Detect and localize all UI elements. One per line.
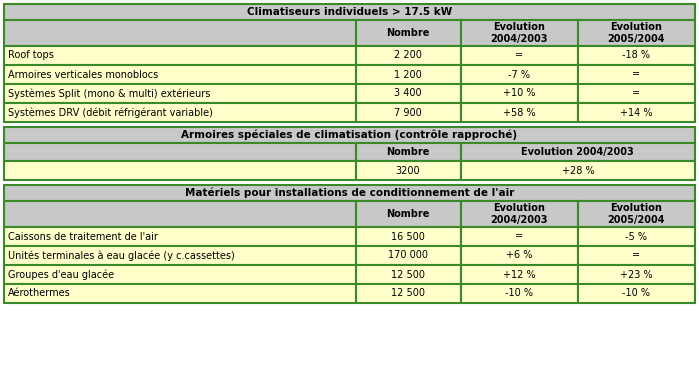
Bar <box>578 246 695 265</box>
Text: =: = <box>515 231 524 241</box>
Bar <box>578 265 695 284</box>
Text: 3 400: 3 400 <box>394 89 422 99</box>
Bar <box>4 103 356 122</box>
Bar <box>4 46 356 65</box>
Bar <box>461 284 578 303</box>
Bar <box>461 143 695 161</box>
Text: -5 %: -5 % <box>626 231 647 241</box>
Bar <box>356 201 461 227</box>
Bar <box>578 46 695 65</box>
Bar <box>356 265 461 284</box>
Text: +23 %: +23 % <box>620 269 653 279</box>
Bar <box>356 161 461 180</box>
Bar <box>461 20 578 46</box>
Text: Evolution 2004/2003: Evolution 2004/2003 <box>521 147 634 157</box>
Bar <box>461 201 578 227</box>
Bar <box>356 84 461 103</box>
Bar <box>461 227 578 246</box>
Bar <box>356 103 461 122</box>
Text: Groupes d'eau glacée: Groupes d'eau glacée <box>8 269 114 280</box>
Bar <box>4 185 695 201</box>
Text: Systèmes Split (mono & multi) extérieurs: Systèmes Split (mono & multi) extérieurs <box>8 88 210 99</box>
Bar <box>578 20 695 46</box>
Text: -10 %: -10 % <box>505 288 533 298</box>
Text: Armoires verticales monoblocs: Armoires verticales monoblocs <box>8 70 158 79</box>
Bar <box>461 161 695 180</box>
Bar <box>356 284 461 303</box>
Text: -10 %: -10 % <box>622 288 650 298</box>
Text: Nombre: Nombre <box>387 28 430 38</box>
Bar <box>4 284 356 303</box>
Text: =: = <box>515 50 524 60</box>
Bar <box>4 227 356 246</box>
Text: 1 200: 1 200 <box>394 70 422 79</box>
Bar <box>578 65 695 84</box>
Text: =: = <box>633 70 640 79</box>
Bar <box>4 265 356 284</box>
Text: Unités terminales à eau glacée (y c.cassettes): Unités terminales à eau glacée (y c.cass… <box>8 250 235 261</box>
Text: +14 %: +14 % <box>620 108 653 118</box>
Bar <box>461 65 578 84</box>
Bar <box>4 246 356 265</box>
Bar <box>356 20 461 46</box>
Bar <box>356 65 461 84</box>
Bar <box>461 46 578 65</box>
Text: 3200: 3200 <box>396 166 420 175</box>
Text: -7 %: -7 % <box>508 70 531 79</box>
Bar <box>578 284 695 303</box>
Bar <box>4 4 695 20</box>
Text: +6 %: +6 % <box>506 250 533 260</box>
Text: Roof tops: Roof tops <box>8 50 54 60</box>
Text: +28 %: +28 % <box>561 166 594 175</box>
Bar <box>356 46 461 65</box>
Text: 12 500: 12 500 <box>391 269 425 279</box>
Bar <box>356 227 461 246</box>
Text: Evolution
2004/2003: Evolution 2004/2003 <box>491 203 548 225</box>
Text: Evolution
2005/2004: Evolution 2005/2004 <box>607 22 665 44</box>
Bar <box>578 103 695 122</box>
Bar <box>356 246 461 265</box>
Text: Matériels pour installations de conditionnement de l'air: Matériels pour installations de conditio… <box>185 188 514 198</box>
Bar <box>4 143 356 161</box>
Text: Nombre: Nombre <box>387 209 430 219</box>
Bar <box>461 103 578 122</box>
Text: +12 %: +12 % <box>503 269 535 279</box>
Text: 7 900: 7 900 <box>394 108 422 118</box>
Text: Evolution
2004/2003: Evolution 2004/2003 <box>491 22 548 44</box>
Text: Armoires spéciales de climatisation (contrôle rapproché): Armoires spéciales de climatisation (con… <box>182 130 517 140</box>
Bar <box>356 143 461 161</box>
Text: =: = <box>633 89 640 99</box>
Text: 170 000: 170 000 <box>388 250 428 260</box>
Text: Systèmes DRV (débit réfrigérant variable): Systèmes DRV (débit réfrigérant variable… <box>8 107 213 118</box>
Bar <box>4 84 356 103</box>
Bar <box>461 84 578 103</box>
Text: Evolution
2005/2004: Evolution 2005/2004 <box>607 203 665 225</box>
Bar <box>461 246 578 265</box>
Bar <box>578 84 695 103</box>
Text: 12 500: 12 500 <box>391 288 425 298</box>
Text: Nombre: Nombre <box>387 147 430 157</box>
Bar <box>4 65 356 84</box>
Bar <box>4 161 356 180</box>
Text: Caissons de traitement de l'air: Caissons de traitement de l'air <box>8 231 158 241</box>
Bar <box>4 20 356 46</box>
Text: 2 200: 2 200 <box>394 50 422 60</box>
Bar <box>578 201 695 227</box>
Text: +10 %: +10 % <box>503 89 535 99</box>
Bar <box>4 127 695 143</box>
Text: +58 %: +58 % <box>503 108 535 118</box>
Text: -18 %: -18 % <box>622 50 650 60</box>
Text: Climatiseurs individuels > 17.5 kW: Climatiseurs individuels > 17.5 kW <box>247 7 452 17</box>
Bar <box>461 265 578 284</box>
Bar <box>4 201 356 227</box>
Text: 16 500: 16 500 <box>391 231 425 241</box>
Text: Aérothermes: Aérothermes <box>8 288 71 298</box>
Text: =: = <box>633 250 640 260</box>
Bar <box>578 227 695 246</box>
